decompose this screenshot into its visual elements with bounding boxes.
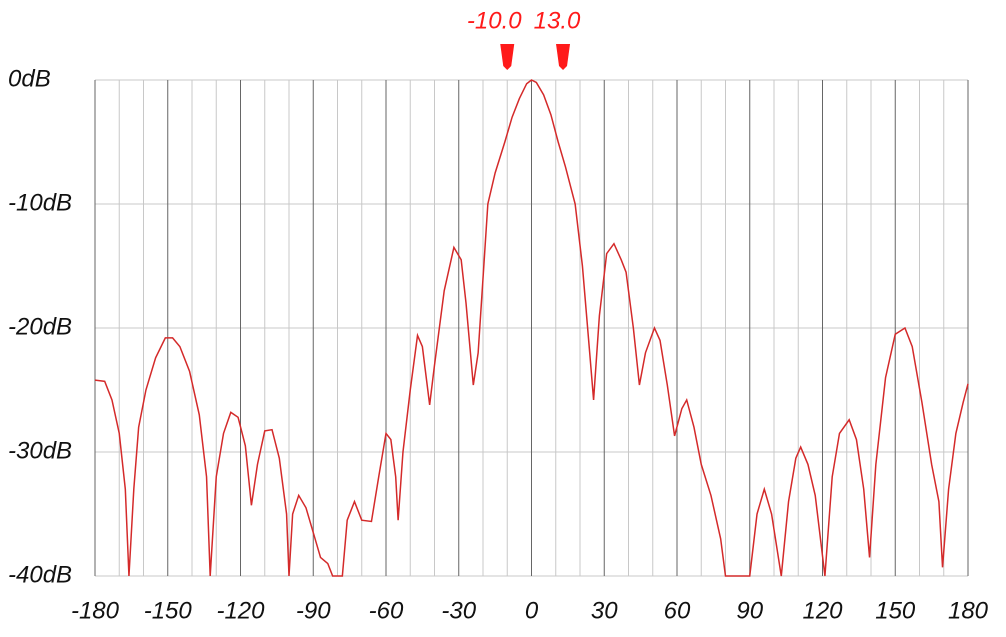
marker (500, 44, 515, 70)
marker-label: -10.0 (467, 7, 522, 34)
y-tick-label: 0dB (8, 65, 51, 92)
y-tick-label: -40dB (8, 561, 72, 588)
x-tick-label: -90 (296, 597, 331, 624)
x-tick-label: 60 (664, 597, 691, 624)
x-tick-label: 90 (736, 597, 763, 624)
x-tick-label: -120 (216, 597, 265, 624)
x-tick-label: -60 (369, 597, 404, 624)
x-tick-label: -180 (71, 597, 120, 624)
x-tick-label: 150 (875, 597, 916, 624)
y-tick-label: -10dB (8, 189, 72, 216)
y-tick-label: -20dB (8, 313, 72, 340)
marker-label: 13.0 (534, 7, 581, 34)
x-tick-label: 0 (525, 597, 539, 624)
x-tick-label: 120 (802, 597, 843, 624)
data-line (94, 79, 969, 577)
x-tick-label: -30 (441, 597, 476, 624)
y-tick-label: -30dB (8, 437, 72, 464)
x-tick-label: -150 (144, 597, 193, 624)
x-tick-label: 30 (591, 597, 618, 624)
x-tick-label: 180 (948, 597, 989, 624)
marker (556, 44, 571, 70)
